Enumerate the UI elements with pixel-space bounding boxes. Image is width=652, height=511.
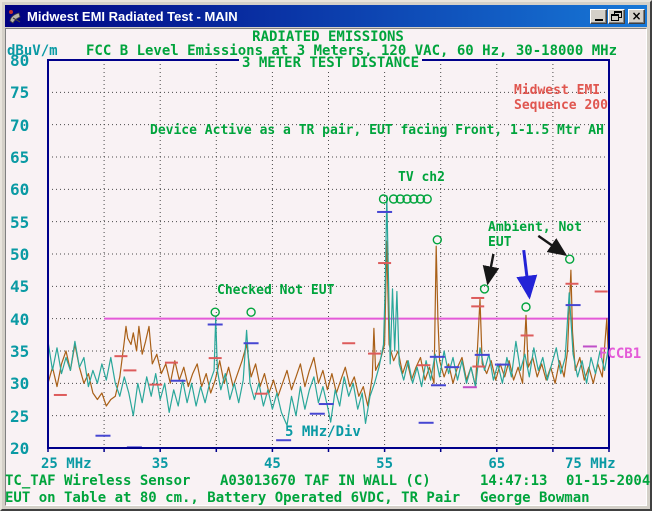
y-axis-tick-label: 60 xyxy=(10,180,30,200)
minimize-button[interactable] xyxy=(590,8,607,24)
annotation-arrow xyxy=(537,234,568,257)
ambient-line1: Ambient, Not xyxy=(488,220,582,235)
close-button[interactable]: × xyxy=(628,8,645,24)
status-test-id: A03013670 TAF IN WALL (C) xyxy=(220,473,431,489)
status-eut-name: TC_TAF Wireless Sensor xyxy=(5,473,191,489)
status-operator: George Bowman xyxy=(480,490,590,506)
y-axis-tick-label: 45 xyxy=(10,277,30,297)
x-axis-tick-label: 25 MHz xyxy=(41,456,92,472)
y-axis-tick-label: 25 xyxy=(10,406,30,426)
y-axis-tick-label: 50 xyxy=(10,245,30,264)
x-axis-tick-label: 55 xyxy=(376,456,394,472)
restore-button[interactable] xyxy=(608,8,625,24)
limit-line-label: FCCB1 xyxy=(599,346,642,362)
x-axis-tick-label: 45 xyxy=(263,456,281,472)
x-axis-tick-label: 35 xyxy=(151,456,169,472)
minimize-icon xyxy=(594,19,603,21)
ambient-line2: EUT xyxy=(488,235,512,250)
sequence-line1: Midwest EMI xyxy=(514,83,601,98)
ambient-not-eut-label: Ambient, Not EUT xyxy=(488,220,582,250)
y-axis-unit-label: dBuV/m xyxy=(7,43,58,59)
x-division-label: 5 MHz/Div xyxy=(285,424,361,440)
device-note: Device Active as a TR pair, EUT facing F… xyxy=(150,123,604,138)
y-axis-tick-label: 35 xyxy=(10,342,30,361)
client-area xyxy=(5,28,647,506)
restore-icon xyxy=(611,11,622,21)
y-axis-tick-label: 70 xyxy=(10,115,30,135)
trace-teal xyxy=(47,195,610,426)
checked-not-eut-label: Checked Not EUT xyxy=(217,283,335,298)
grid-lines xyxy=(48,60,609,448)
y-axis-tick-label: 40 xyxy=(10,309,30,329)
status-date: 01-15-2004 xyxy=(566,473,651,489)
tv-ch2-label: TV ch2 xyxy=(398,170,445,185)
annotation-arrow xyxy=(516,249,538,300)
y-axis-tick-label: 75 xyxy=(10,83,30,103)
x-axis-tick-label: 75 MHz xyxy=(565,456,616,472)
y-axis-tick-label: 30 xyxy=(10,374,30,394)
close-icon: × xyxy=(631,9,642,23)
magenta-dash-markers xyxy=(462,345,597,389)
sequence-line2: Sequence 200 xyxy=(514,98,608,113)
app-icon xyxy=(9,9,21,24)
annotation-arrow xyxy=(482,253,500,286)
window-title: Midwest EMI Radiated Test - MAIN xyxy=(27,8,238,24)
red-dash-markers xyxy=(53,262,608,396)
y-axis-tick-label: 20 xyxy=(10,439,30,458)
chart-title: RADIATED EMISSIONS xyxy=(252,29,404,45)
y-axis-tick-label: 55 xyxy=(10,212,30,232)
status-setup-note: EUT on Table at 80 cm., Battery Operated… xyxy=(5,490,461,506)
distance-note: 3 METER TEST DISTANCE xyxy=(239,56,423,71)
chart-subtitle: FCC B Level Emissions at 3 Meters, 120 V… xyxy=(86,43,618,59)
title-bar[interactable]: Midwest EMI Radiated Test - MAIN × xyxy=(5,5,647,27)
y-axis-tick-label: 80 xyxy=(10,51,30,70)
sequence-note: Midwest EMI Sequence 200 xyxy=(514,83,608,113)
status-time: 14:47:13 xyxy=(480,473,548,489)
y-axis-tick-label: 65 xyxy=(10,148,30,167)
x-axis-tick-label: 65 xyxy=(488,456,506,472)
